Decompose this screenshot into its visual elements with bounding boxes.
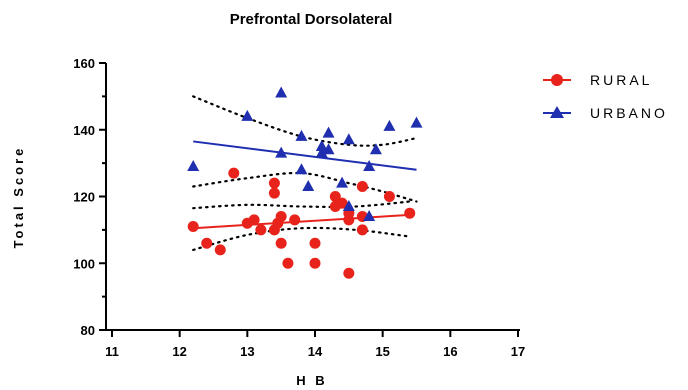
x-tick-label: 15 (375, 344, 389, 359)
legend-label-urbano: URBANO (590, 105, 668, 121)
rural-point (268, 177, 280, 189)
x-axis-label: H B (296, 373, 327, 388)
y-axis-label: Total Score (11, 146, 26, 249)
urbano-ci-lower-band (192, 171, 418, 203)
urbano-point (187, 159, 200, 171)
x-tick-label: 11 (105, 344, 119, 359)
urbano-point (241, 109, 254, 121)
rural-point (309, 257, 321, 269)
urbano-point (275, 146, 288, 158)
rural-point (255, 224, 267, 236)
chart-title: Prefrontal Dorsolateral (230, 11, 393, 28)
rural-point (248, 214, 260, 226)
rural-point (329, 191, 341, 202)
rural-point (275, 237, 287, 249)
rural-point (187, 221, 199, 233)
urbano-point (410, 116, 423, 128)
legend-marker-rural (551, 74, 563, 86)
urbano-point (342, 200, 355, 212)
y-tick-label: 140 (73, 123, 95, 138)
rural-point (404, 207, 416, 219)
x-axis: 11 12 13 14 15 16 17 (105, 329, 525, 359)
urbano-point (336, 176, 349, 188)
urbano-ci-upper-band (192, 95, 418, 147)
rural-point (309, 237, 321, 249)
urbano-fit-line (193, 140, 417, 171)
rural-point (228, 167, 240, 179)
rural-point (343, 267, 355, 279)
rural-point (275, 211, 287, 223)
y-tick-label: 120 (73, 190, 95, 205)
rural-point (336, 197, 348, 209)
x-tick-label: 12 (172, 344, 186, 359)
rural-point (268, 187, 280, 199)
rural-point (214, 244, 226, 256)
x-tick-label: 17 (511, 344, 525, 359)
urbano-point (302, 179, 315, 191)
legend-item-rural: RURAL (543, 72, 652, 88)
y-tick-label: 160 (73, 56, 95, 71)
rural-point (356, 224, 368, 236)
urbano-point (369, 143, 382, 155)
rural-ci-upper-band (192, 200, 411, 210)
plot-area (187, 86, 423, 279)
y-axis: 80 100 120 140 160 (73, 56, 107, 338)
x-tick-label: 14 (308, 344, 323, 359)
rural-point (356, 180, 368, 192)
legend-item-urbano: URBANO (543, 105, 668, 121)
rural-ci-lower-band (192, 226, 411, 251)
rural-fit-line (193, 213, 410, 230)
urbano-point (363, 159, 376, 171)
urbano-point (315, 146, 328, 158)
urbano-point (295, 129, 308, 141)
urbano-point (322, 143, 335, 155)
y-tick-label: 100 (73, 256, 95, 271)
rural-point (201, 237, 213, 249)
legend: RURAL URBANO (543, 72, 668, 121)
urbano-point (295, 163, 308, 175)
data-points (187, 86, 423, 279)
urbano-point (275, 86, 288, 98)
fit-lines (193, 140, 417, 230)
confidence-bands (192, 95, 418, 251)
x-tick-label: 13 (240, 344, 254, 359)
y-tick-label: 80 (81, 323, 95, 338)
urbano-point (322, 126, 335, 138)
urbano-point (342, 133, 355, 145)
x-tick-label: 16 (443, 344, 457, 359)
rural-point (383, 191, 395, 202)
rural-point (282, 257, 294, 269)
urbano-point (383, 119, 396, 131)
rural-point (289, 214, 301, 226)
urbano-point (363, 210, 376, 222)
urbano-point (315, 139, 328, 151)
legend-label-rural: RURAL (590, 72, 652, 88)
legend-marker-urbano (550, 106, 564, 118)
